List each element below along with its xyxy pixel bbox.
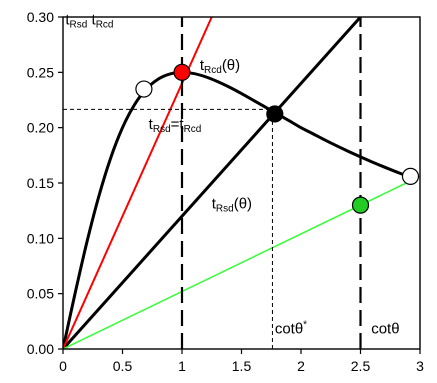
annotation-part: * [303,320,307,331]
y-tick-label: 0.20 [27,120,54,136]
series-line-0 [63,70,409,349]
x-tick-label: 0 [59,358,67,374]
marker-3 [351,196,370,214]
annotation-ann_cot_star: cotθ* [275,320,307,338]
series-line-1 [63,17,362,349]
y-tick-label: 0.25 [27,64,54,80]
markers-layer [135,63,420,214]
annotation-part: t [200,57,205,74]
annotation-ann_rcd_theta: tRcd(θ) [200,57,240,76]
annotation-part: Rcd [96,20,114,31]
annotation-part: Rsd [153,124,171,135]
x-tick-label: 1 [178,358,186,374]
annotation-part: Rcd [204,65,222,76]
marker-1 [173,63,191,81]
annotation-part: Rsd [70,20,88,31]
plot-frame [62,16,421,350]
y-tick-label: 0.10 [27,230,54,246]
y-tick-label: 0.00 [27,341,54,357]
y-tick-label: 0.15 [27,175,54,191]
x-tick-label: 2.5 [351,358,371,374]
annotation-part: t [87,12,96,29]
annotation-part: t [65,12,70,29]
x-tick-label: 0.5 [113,358,133,374]
marker-2 [266,105,284,123]
annotation-part: Rcd [184,124,202,135]
annotation-part: t [149,116,154,133]
annotation-ann_rsd_theta: tRsd(θ) [212,195,252,214]
annotation-part: (θ) [234,195,252,212]
annotation-part: Rsd [216,203,234,214]
marker-0 [135,80,153,98]
annotation-ann_top_left: tRsd tRcd [65,12,113,31]
annotation-ann_cot: cotθ [371,321,399,338]
annotation-part: cotθ [275,321,303,338]
x-tick-label: 1.5 [232,358,252,374]
annotation-part: =t [171,116,185,133]
x-tick-label: 2 [297,358,305,374]
annotation-ann_equal: tRsd=tRcd [149,116,202,135]
x-tick-label: 3 [416,358,424,374]
y-tick-label: 0.30 [27,9,54,25]
annotation-part: (θ) [222,57,240,74]
marker-4 [401,167,420,185]
annotation-part: t [212,195,217,212]
series-line-2 [63,17,213,349]
annotation-part: cotθ [371,321,399,338]
y-tick-label: 0.05 [27,286,54,302]
axes: 0 0.5 1 1.5 2 2.5 3 0.00 0.05 0.10 0.15 0.20 0.25 0.3… [27,9,424,374]
series-layer [63,17,420,349]
